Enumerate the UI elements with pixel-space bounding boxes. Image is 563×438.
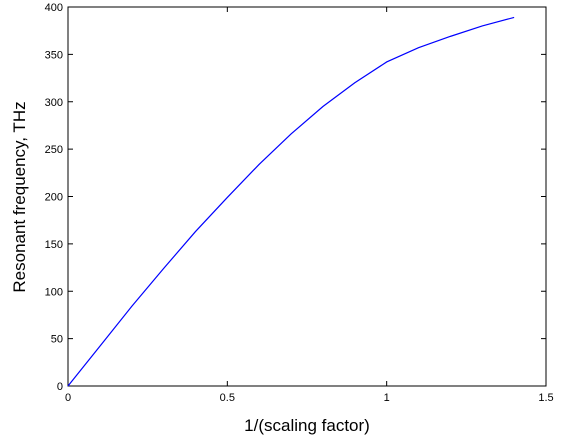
y-tick-label: 350 [45,49,63,61]
y-tick-label: 50 [51,334,63,346]
y-tick-label: 200 [45,192,63,204]
plot-area [67,6,547,387]
y-axis-title: Resonant frequency, THz [10,101,29,292]
x-tick-label: 1 [384,392,390,404]
y-tick-label: 0 [57,381,63,393]
x-tick-label: 0 [65,392,71,404]
y-tick-label: 100 [45,286,63,298]
x-tick-label: 0.5 [220,392,235,404]
x-axis-title: 1/(scaling factor) [244,416,370,435]
x-tick-label: 1.5 [538,392,553,404]
y-tick-label: 400 [45,2,63,14]
ticks [67,6,547,387]
y-tick-label: 300 [45,97,63,109]
series-line [67,16,515,387]
y-tick-label: 250 [45,144,63,156]
y-tick-label: 150 [45,239,63,251]
tick-labels: 0 0.5 1 1.5 0 50 100 150 200 250 300 350 400 [45,2,554,404]
